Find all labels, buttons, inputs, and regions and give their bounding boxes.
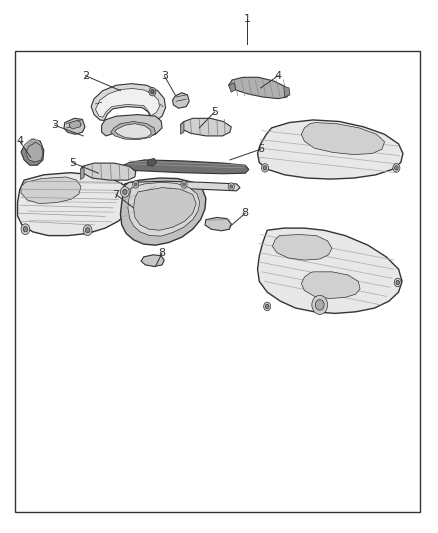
Polygon shape bbox=[69, 120, 81, 129]
Text: 5: 5 bbox=[69, 158, 76, 167]
Circle shape bbox=[261, 164, 268, 172]
Circle shape bbox=[134, 183, 137, 186]
Polygon shape bbox=[258, 120, 403, 179]
Polygon shape bbox=[205, 217, 231, 231]
Circle shape bbox=[230, 185, 233, 188]
Polygon shape bbox=[124, 160, 249, 174]
Circle shape bbox=[396, 280, 399, 285]
Polygon shape bbox=[229, 83, 236, 92]
Circle shape bbox=[394, 278, 401, 287]
Circle shape bbox=[83, 225, 92, 236]
Text: 4: 4 bbox=[16, 136, 23, 146]
Bar bbox=[15, 51, 420, 512]
Polygon shape bbox=[141, 255, 164, 266]
Text: 6: 6 bbox=[257, 144, 264, 154]
Polygon shape bbox=[21, 139, 44, 165]
Circle shape bbox=[263, 166, 267, 170]
Polygon shape bbox=[134, 188, 196, 230]
Circle shape bbox=[393, 164, 400, 172]
Circle shape bbox=[23, 227, 28, 232]
Polygon shape bbox=[138, 193, 161, 208]
Circle shape bbox=[151, 90, 154, 94]
Text: 3: 3 bbox=[161, 71, 168, 80]
Polygon shape bbox=[120, 178, 206, 245]
Circle shape bbox=[228, 183, 234, 190]
Polygon shape bbox=[64, 118, 85, 134]
Polygon shape bbox=[102, 115, 162, 136]
Polygon shape bbox=[180, 122, 184, 134]
Polygon shape bbox=[284, 86, 290, 97]
Text: 4: 4 bbox=[275, 71, 282, 80]
Polygon shape bbox=[258, 228, 402, 313]
Polygon shape bbox=[173, 93, 189, 108]
Text: 5: 5 bbox=[211, 107, 218, 117]
Circle shape bbox=[312, 295, 328, 314]
Circle shape bbox=[21, 224, 30, 235]
Circle shape bbox=[264, 302, 271, 311]
Text: 7: 7 bbox=[113, 190, 120, 199]
Polygon shape bbox=[81, 166, 84, 180]
Polygon shape bbox=[81, 163, 136, 180]
Polygon shape bbox=[26, 142, 43, 162]
Text: 3: 3 bbox=[51, 120, 58, 130]
Polygon shape bbox=[229, 77, 289, 99]
Circle shape bbox=[133, 181, 139, 188]
Circle shape bbox=[265, 304, 269, 309]
Circle shape bbox=[395, 166, 398, 170]
Polygon shape bbox=[111, 122, 155, 140]
Circle shape bbox=[149, 87, 156, 96]
Text: 8: 8 bbox=[242, 208, 249, 218]
Circle shape bbox=[120, 187, 129, 197]
Polygon shape bbox=[128, 182, 200, 236]
Polygon shape bbox=[91, 84, 166, 121]
Circle shape bbox=[183, 183, 185, 186]
Polygon shape bbox=[301, 272, 360, 298]
Circle shape bbox=[181, 181, 187, 188]
Text: 8: 8 bbox=[159, 248, 166, 258]
Polygon shape bbox=[180, 118, 231, 136]
Circle shape bbox=[85, 228, 90, 233]
Polygon shape bbox=[124, 181, 240, 191]
Polygon shape bbox=[146, 201, 169, 215]
Circle shape bbox=[123, 189, 127, 195]
Polygon shape bbox=[272, 235, 332, 260]
Text: 2: 2 bbox=[82, 71, 89, 80]
Text: 1: 1 bbox=[244, 14, 251, 23]
Polygon shape bbox=[95, 88, 159, 117]
Polygon shape bbox=[21, 177, 81, 204]
Polygon shape bbox=[301, 123, 385, 155]
Polygon shape bbox=[147, 158, 157, 166]
Polygon shape bbox=[115, 124, 151, 139]
Circle shape bbox=[315, 300, 324, 310]
Polygon shape bbox=[18, 173, 131, 236]
